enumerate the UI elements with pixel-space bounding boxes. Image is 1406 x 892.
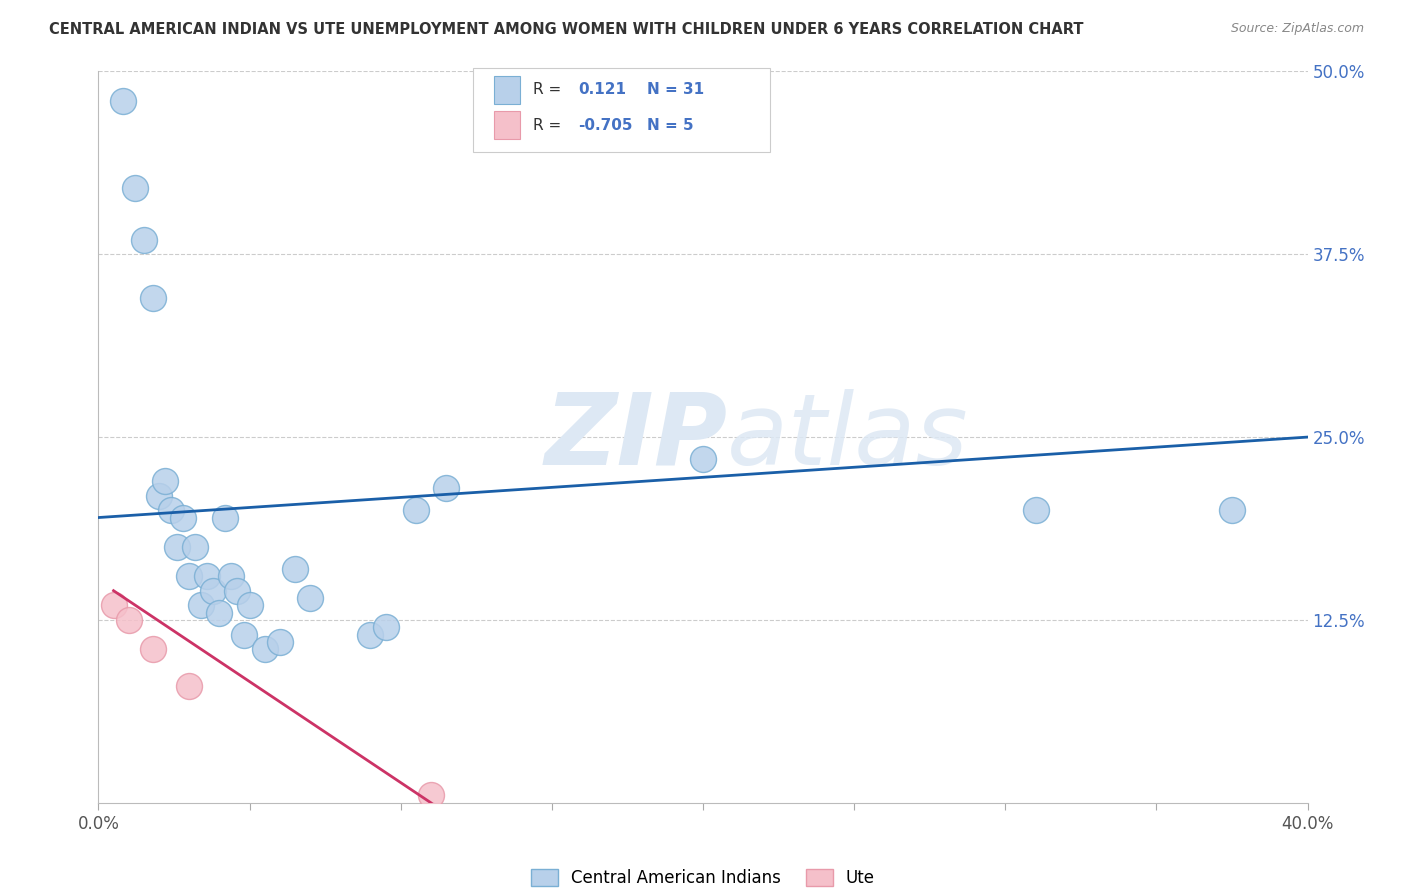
Text: R =: R =: [533, 118, 561, 133]
Point: [360, 627, 382, 641]
Point: [239, 599, 262, 613]
Point: [148, 489, 170, 503]
Text: ZIP: ZIP: [544, 389, 727, 485]
Point: [160, 503, 183, 517]
Text: R =: R =: [533, 82, 561, 97]
Text: -0.705: -0.705: [578, 118, 633, 133]
Text: atlas: atlas: [727, 389, 969, 485]
Point: [179, 679, 201, 693]
Point: [142, 291, 165, 305]
Text: N = 31: N = 31: [647, 82, 704, 97]
Text: N = 5: N = 5: [647, 118, 695, 133]
Point: [284, 562, 307, 576]
Point: [1220, 503, 1243, 517]
Point: [132, 233, 155, 247]
Text: Source: ZipAtlas.com: Source: ZipAtlas.com: [1230, 22, 1364, 36]
Point: [214, 510, 236, 524]
Point: [232, 627, 254, 641]
Point: [184, 540, 207, 554]
Point: [153, 474, 176, 488]
Point: [221, 569, 243, 583]
Point: [195, 569, 218, 583]
Point: [179, 569, 201, 583]
Point: [1024, 503, 1046, 517]
Point: [124, 181, 146, 195]
Text: 0.121: 0.121: [578, 82, 627, 97]
Point: [226, 583, 249, 598]
FancyBboxPatch shape: [494, 112, 520, 139]
Point: [269, 635, 291, 649]
Legend: Central American Indians, Ute: Central American Indians, Ute: [524, 863, 882, 892]
FancyBboxPatch shape: [474, 68, 769, 152]
FancyBboxPatch shape: [494, 76, 520, 103]
Point: [374, 620, 396, 634]
Point: [166, 540, 188, 554]
Point: [142, 642, 165, 657]
Point: [172, 510, 194, 524]
Point: [118, 613, 141, 627]
Point: [190, 599, 212, 613]
Point: [405, 503, 427, 517]
Point: [420, 789, 443, 803]
Point: [208, 606, 231, 620]
Point: [103, 599, 125, 613]
Text: CENTRAL AMERICAN INDIAN VS UTE UNEMPLOYMENT AMONG WOMEN WITH CHILDREN UNDER 6 YE: CENTRAL AMERICAN INDIAN VS UTE UNEMPLOYM…: [49, 22, 1084, 37]
Point: [253, 642, 276, 657]
Point: [692, 452, 714, 467]
Point: [434, 481, 457, 495]
Point: [202, 583, 225, 598]
Point: [111, 94, 134, 108]
Point: [299, 591, 322, 605]
